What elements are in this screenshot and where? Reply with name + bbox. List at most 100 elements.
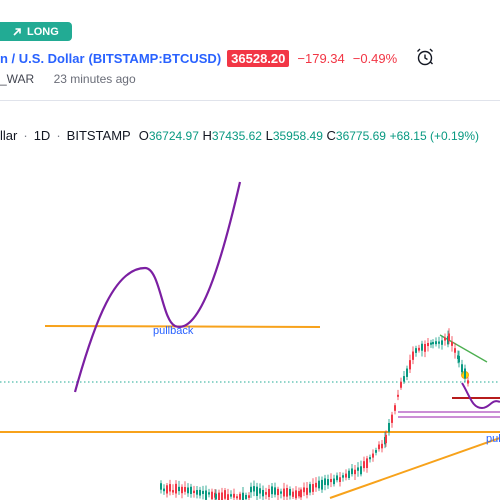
candle-body (366, 458, 368, 468)
candle-body (357, 467, 359, 471)
candle-body (221, 492, 223, 500)
candle-body (385, 434, 387, 444)
candle-body (409, 360, 411, 370)
candle-body (181, 486, 183, 494)
candle-body (330, 478, 332, 483)
legend-separator: · (23, 128, 28, 143)
candle-body (298, 491, 300, 497)
candle-body (274, 487, 276, 495)
candle-body (397, 394, 399, 397)
price-chart[interactable] (0, 150, 500, 500)
chart-legend: llar · 1D · BITSTAMP O36724.97 H37435.62… (0, 128, 479, 143)
legend-change: +68.15 (+0.19%) (389, 129, 479, 143)
candle-body (388, 422, 390, 432)
candle-body (406, 368, 408, 377)
candle-body (312, 484, 314, 492)
candle-body (464, 368, 466, 379)
publish-time: 23 minutes ago (53, 72, 136, 86)
candle-body (412, 351, 414, 360)
candle-body (363, 461, 365, 469)
candle-body (289, 488, 291, 496)
candle-body (418, 347, 420, 351)
candle-body (256, 486, 258, 496)
candle-body (193, 490, 195, 494)
candle-body (205, 490, 207, 500)
candle-body (400, 381, 402, 388)
candle-body (286, 487, 288, 497)
candle-body (336, 475, 338, 481)
candle-body (369, 457, 371, 460)
candle-body (169, 484, 171, 492)
badge-label: LONG (27, 25, 59, 38)
candle-body (441, 340, 443, 345)
candle-body (303, 487, 305, 493)
alarm-clock-icon[interactable] (414, 46, 436, 68)
candle-body (391, 414, 393, 423)
legend-interval[interactable]: 1D (33, 128, 51, 143)
candle-body (280, 491, 282, 494)
candle-body (421, 343, 423, 351)
candle-body (178, 486, 180, 492)
candle-body (166, 485, 168, 494)
author-name[interactable]: _WAR (0, 72, 35, 86)
candle-body (354, 469, 356, 475)
candle-body (253, 486, 255, 492)
legend-exchange: BITSTAMP (66, 128, 131, 143)
candle-body (163, 488, 165, 492)
candle-body (248, 495, 250, 498)
candle-body (333, 478, 335, 485)
candle-body (259, 488, 261, 494)
candle-body (233, 493, 235, 498)
legend-symbol[interactable]: llar (0, 128, 18, 143)
idea-meta: _WAR 23 minutes ago (0, 72, 136, 86)
candle-body (448, 333, 450, 341)
candle-body (454, 348, 456, 353)
candle-body (227, 494, 229, 500)
candle-body (250, 486, 252, 493)
candle-body (283, 488, 285, 497)
candle-body (262, 489, 264, 497)
candle-body (236, 496, 238, 499)
candle-body (372, 453, 374, 458)
symbol-ticker[interactable]: (BITSTAMP:BTCUSD) (88, 50, 222, 66)
symbol-header: n / U.S. Dollar (BITSTAMP:BTCUSD) 36528.… (0, 48, 397, 68)
pullback-label: pullback (153, 325, 194, 337)
high-label: H (202, 128, 212, 143)
pullback-curve[interactable] (73, 181, 242, 393)
candle-body (339, 477, 341, 482)
symbol-name[interactable]: n / U.S. Dollar (0, 50, 85, 66)
candle-body (239, 493, 241, 500)
candle-body (211, 491, 213, 500)
candle-body (202, 490, 204, 494)
candle-body (424, 343, 426, 352)
projection-curve[interactable] (461, 382, 500, 410)
candle-body (306, 487, 308, 495)
close-value: 36775.69 (335, 129, 386, 143)
candle-body (277, 488, 279, 496)
price-change: −179.34 (297, 50, 345, 66)
low-value: 35958.49 (272, 129, 323, 143)
price-change-percent: −0.49% (352, 50, 398, 66)
candle-body (268, 488, 270, 497)
candle-body (315, 482, 317, 488)
candle-body (300, 489, 302, 498)
high-value: 37435.62 (211, 129, 262, 143)
candle-body (242, 492, 244, 500)
trend-line[interactable] (329, 437, 500, 499)
candles (160, 328, 469, 500)
candle-body (184, 486, 186, 492)
close-label: C (326, 128, 336, 143)
candle-body (190, 486, 192, 494)
header-divider (0, 100, 500, 101)
candle-body (345, 473, 347, 478)
candle-body (218, 492, 220, 500)
candle-body (394, 405, 396, 411)
candle-body (292, 491, 294, 497)
candle-body (438, 341, 440, 344)
candle-body (230, 494, 232, 497)
last-price: 36528.20 (227, 49, 290, 67)
legend-separator: · (56, 128, 61, 143)
candle-body (199, 489, 201, 496)
candle-body (415, 348, 417, 353)
candle-body (295, 490, 297, 499)
